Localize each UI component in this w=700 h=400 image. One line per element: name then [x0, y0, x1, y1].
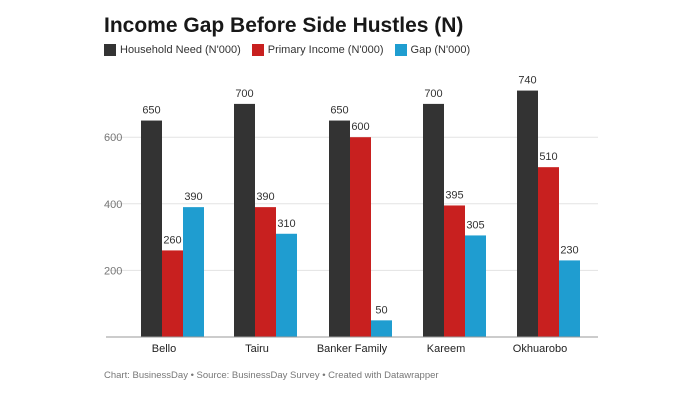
bar: [559, 260, 580, 337]
chart-footer: Chart: BusinessDay • Source: BusinessDay…: [104, 370, 439, 381]
bar: [423, 103, 444, 338]
bar: [371, 320, 392, 337]
bar: [444, 205, 465, 337]
y-tick-label: 200: [104, 265, 122, 277]
legend-item-gap: Gap (N'000): [394, 44, 471, 56]
data-label: 700: [424, 88, 442, 100]
y-tick-label: 600: [104, 132, 122, 144]
data-label: 305: [466, 219, 484, 231]
legend-swatch: [394, 44, 407, 56]
bar: [141, 120, 162, 337]
bar: [465, 235, 486, 337]
data-label: 310: [277, 218, 295, 230]
data-label: 260: [163, 234, 181, 246]
legend-label: Primary Income (N'000): [267, 44, 384, 56]
bar: [183, 207, 204, 337]
data-label: 700: [235, 88, 253, 100]
data-label: 510: [539, 151, 557, 163]
legend-swatch: [104, 44, 116, 56]
bar: [162, 250, 183, 337]
data-label: 390: [256, 191, 274, 203]
legend-label: Gap (N'000): [410, 44, 471, 56]
bar: [255, 207, 276, 337]
y-tick-label: 400: [104, 199, 122, 211]
bar: [350, 137, 371, 337]
legend-label: Household Need (N'000): [120, 44, 241, 56]
data-label: 600: [351, 121, 369, 133]
bar: [329, 120, 350, 337]
data-label: 650: [330, 105, 348, 117]
legend-item-primary-income: Primary Income (N'000): [251, 44, 384, 56]
chart-title: Income Gap Before Side Hustles (N): [104, 14, 464, 37]
data-label: 230: [560, 244, 578, 256]
chart-legend: Household Need (N'000) Primary Income (N…: [104, 44, 481, 56]
x-tick-label: Banker Family: [317, 343, 388, 355]
bar: [538, 167, 559, 337]
x-tick-label: Bello: [152, 343, 176, 355]
x-tick-label: Tairu: [245, 343, 269, 355]
bar: [234, 103, 255, 338]
data-label: 390: [184, 191, 202, 203]
x-tick-label: Okhuarobo: [513, 343, 567, 355]
legend-item-household-need: Household Need (N'000): [104, 44, 241, 56]
data-label: 50: [375, 304, 387, 316]
data-label: 395: [445, 189, 463, 201]
legend-swatch: [251, 44, 264, 56]
bar: [276, 233, 297, 337]
data-label: 650: [142, 105, 160, 117]
bar: [517, 90, 538, 337]
data-label: 740: [518, 75, 536, 87]
x-tick-label: Kareem: [427, 343, 466, 355]
